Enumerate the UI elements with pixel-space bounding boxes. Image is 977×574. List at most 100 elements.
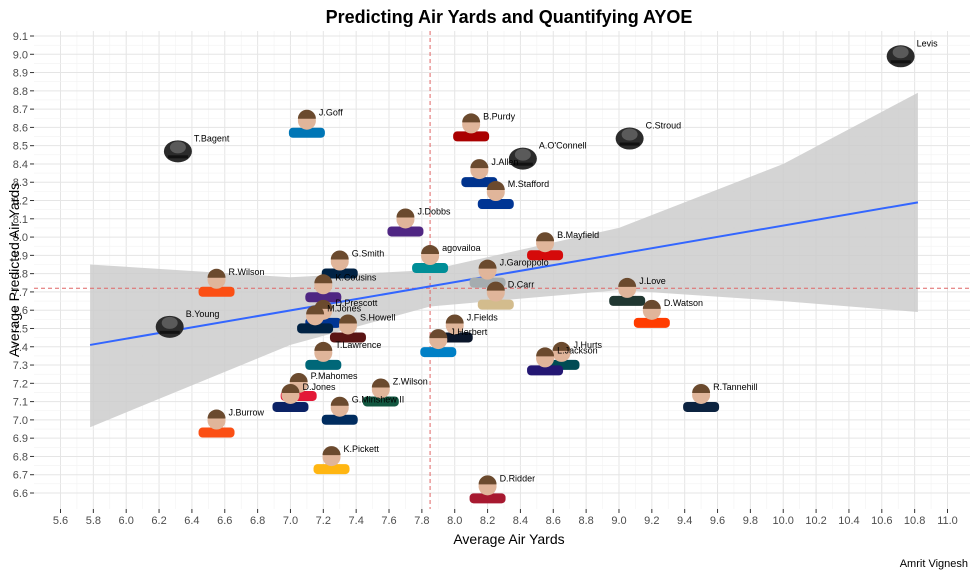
jersey-icon	[288, 127, 325, 138]
point-label: Levis	[917, 38, 939, 48]
confidence-band-area	[90, 92, 918, 428]
point-label: J.Love	[639, 276, 666, 286]
point-label: C.Stroud	[646, 121, 682, 131]
confidence-band	[90, 92, 918, 428]
point-label: T.Bagent	[194, 133, 230, 143]
data-point	[477, 181, 514, 210]
jersey-icon	[329, 332, 366, 343]
point-label: Z.Wilson	[393, 376, 428, 386]
jersey-icon	[412, 263, 449, 274]
x-tick-label: 7.2	[316, 515, 331, 527]
jersey-icon	[198, 286, 235, 297]
point-label: J.Hurts	[573, 340, 602, 350]
helmet-facemask	[890, 60, 911, 64]
jersey-icon	[313, 464, 350, 475]
x-tick-label: 6.4	[184, 515, 199, 527]
x-tick-label: 11.0	[937, 515, 958, 527]
x-tick-label: 6.0	[119, 515, 134, 527]
point-labels: Levis T.Bagent J.Goff B.Purdy A.O'Connell C.S…	[186, 38, 938, 483]
jersey-icon	[305, 359, 342, 370]
hair-icon	[322, 446, 341, 456]
y-tick-label: 8.6	[13, 122, 28, 134]
point-label: K.Pickett	[344, 444, 380, 454]
point-label: P.Mahomes	[311, 371, 358, 381]
jersey-icon	[453, 131, 490, 142]
hair-icon	[642, 299, 661, 309]
hair-icon	[289, 372, 308, 382]
data-point	[477, 281, 514, 310]
point-label: D.Jones	[302, 382, 336, 392]
jersey-icon	[477, 299, 514, 310]
data-points	[155, 45, 915, 504]
jersey-icon	[387, 226, 424, 237]
y-tick-label: 8.9	[13, 68, 28, 80]
y-axis-ticks: 6.6 6.7 6.8 6.9 7.0 7.1 7.2 7.3 7.4 7.5 7.6 7.7 7.8 7…	[13, 31, 34, 500]
data-point	[508, 147, 537, 170]
x-tick-label: 6.2	[151, 515, 166, 527]
hair-icon	[207, 268, 226, 278]
chart-caption: Amrit Vignesh	[900, 558, 968, 570]
x-tick-label: 8.0	[447, 515, 462, 527]
data-point	[633, 299, 670, 328]
data-point	[288, 109, 325, 138]
data-point	[272, 383, 309, 412]
data-point	[198, 268, 235, 297]
hair-icon	[330, 396, 349, 406]
hair-icon	[297, 109, 316, 119]
y-tick-label: 6.8	[13, 451, 28, 463]
x-tick-label: 10.0	[773, 515, 794, 527]
hair-icon	[462, 113, 481, 123]
data-point	[469, 475, 506, 504]
point-label: S.Howell	[360, 312, 396, 322]
data-point	[412, 245, 449, 274]
jersey-icon	[683, 401, 720, 412]
y-tick-label: 7.6	[13, 305, 28, 317]
hair-icon	[486, 181, 505, 191]
point-label: B.Purdy	[483, 111, 516, 121]
jersey-icon	[633, 317, 670, 328]
data-point	[362, 378, 399, 407]
data-point	[387, 208, 424, 237]
x-axis-ticks: 5.6 5.8 6.0 6.2 6.4 6.6 6.8 7.0 7.2 7.4 7.6 7.8 8.0 8…	[53, 509, 958, 527]
y-tick-label: 7.2	[13, 378, 28, 390]
jersey-icon	[321, 268, 358, 279]
hair-icon	[281, 383, 300, 393]
data-point	[527, 347, 564, 376]
point-label: B.Mayfield	[557, 230, 599, 240]
y-tick-label: 7.8	[13, 269, 28, 281]
x-tick-label: 8.2	[480, 515, 495, 527]
hair-icon	[486, 281, 505, 291]
point-label: J.Allen	[491, 157, 518, 167]
hair-icon	[536, 347, 555, 357]
x-tick-label: 8.8	[578, 515, 593, 527]
data-point	[321, 396, 358, 425]
y-tick-label: 6.9	[13, 433, 28, 445]
jersey-icon	[198, 427, 235, 438]
point-label: J.Burrow	[229, 408, 265, 418]
x-tick-label: 5.6	[53, 515, 68, 527]
jersey-icon	[321, 414, 358, 425]
data-point	[313, 446, 350, 475]
y-tick-label: 7.5	[13, 323, 28, 335]
data-point	[615, 127, 644, 150]
hair-icon	[330, 250, 349, 260]
data-point	[163, 140, 192, 163]
y-tick-label: 8.7	[13, 104, 28, 116]
data-point	[198, 409, 235, 438]
helmet-shine	[514, 148, 531, 161]
jersey-icon	[609, 295, 646, 306]
data-point	[461, 159, 498, 188]
jersey-icon	[362, 396, 399, 407]
y-tick-label: 8.8	[13, 86, 28, 98]
point-label: R.Tannehill	[713, 382, 758, 392]
data-point	[155, 315, 184, 338]
point-label: D.Ridder	[500, 473, 536, 483]
y-tick-label: 7.4	[13, 342, 28, 354]
hair-icon	[552, 341, 571, 351]
data-point	[420, 329, 457, 358]
y-tick-label: 7.9	[13, 250, 28, 262]
y-tick-label: 9.0	[13, 49, 28, 61]
data-point	[321, 250, 358, 279]
